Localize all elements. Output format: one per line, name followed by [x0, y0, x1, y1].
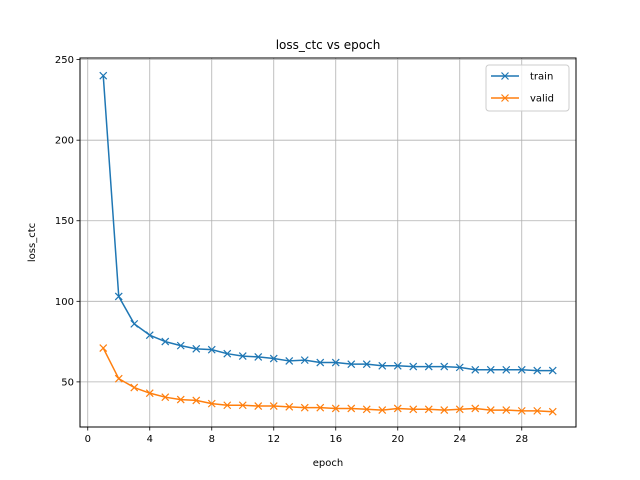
y-axis: 50 100 150 200 250 — [55, 55, 80, 388]
plot-frame — [79, 57, 577, 428]
legend-label: train — [530, 72, 553, 83]
data-point — [533, 406, 542, 415]
data-point — [548, 407, 557, 416]
data-point — [223, 349, 232, 358]
data-point — [176, 341, 185, 350]
y-tick-label: 200 — [55, 136, 74, 147]
data-point — [161, 393, 170, 402]
x-tick-label: 8 — [209, 434, 215, 445]
data-point — [471, 404, 480, 413]
data-point — [424, 362, 433, 371]
data-point — [207, 345, 216, 354]
data-point — [455, 363, 464, 372]
data-point — [300, 403, 309, 412]
data-point — [161, 337, 170, 346]
y-axis-label: loss_ctc — [27, 223, 38, 262]
data-point — [285, 357, 294, 365]
x-axis: 0 4 8 12 16 20 24 28 — [85, 427, 528, 445]
data-point — [316, 403, 325, 412]
x-axis-label: epoch — [313, 458, 343, 469]
y-tick-label: 250 — [55, 55, 74, 66]
y-tick-label: 50 — [61, 377, 74, 388]
data-point — [393, 361, 402, 370]
series-layer — [99, 71, 557, 416]
data-point — [517, 406, 526, 415]
x-tick-label: 20 — [391, 434, 404, 445]
data-point — [316, 358, 325, 367]
data-point — [269, 402, 278, 410]
x-tick-label: 12 — [267, 434, 280, 445]
legend-marker — [501, 94, 509, 102]
data-point — [548, 366, 557, 375]
data-point — [207, 399, 216, 408]
data-point — [223, 401, 232, 410]
data-point — [409, 405, 418, 414]
legend-label: valid — [530, 94, 554, 105]
data-point — [300, 356, 309, 365]
data-point — [192, 396, 201, 405]
data-point — [331, 404, 340, 413]
data-point — [331, 358, 340, 367]
data-point — [254, 402, 263, 410]
data-point — [471, 365, 480, 374]
data-point — [347, 404, 356, 413]
x-tick-label: 4 — [147, 434, 153, 445]
data-point — [440, 362, 449, 371]
data-point — [145, 389, 154, 398]
data-point — [114, 292, 123, 301]
data-point — [533, 366, 542, 375]
series-line-valid — [102, 347, 553, 413]
legend-box — [485, 64, 570, 112]
x-tick-label: 16 — [329, 434, 342, 445]
data-point — [269, 354, 278, 363]
data-point — [486, 406, 495, 415]
data-point — [455, 405, 464, 414]
legend-item-train: train — [491, 72, 553, 83]
data-point — [409, 362, 418, 371]
data-point — [502, 406, 511, 415]
x-tick-label: 28 — [515, 434, 528, 445]
grid — [80, 58, 576, 427]
x-tick-label: 0 — [85, 434, 91, 445]
data-point — [362, 405, 371, 414]
data-point — [424, 405, 433, 414]
series-valid — [99, 344, 557, 416]
data-point — [393, 404, 402, 413]
data-point — [502, 365, 511, 374]
legend-item-valid: valid — [491, 94, 554, 105]
chart-title: loss_ctc vs epoch — [276, 38, 381, 52]
data-point — [130, 319, 139, 328]
data-point — [378, 361, 387, 370]
data-point — [192, 344, 201, 353]
data-point — [99, 71, 108, 80]
data-point — [254, 352, 263, 361]
data-point — [440, 406, 449, 415]
data-point — [378, 406, 387, 415]
data-point — [362, 360, 371, 369]
data-point — [517, 365, 526, 374]
y-tick-label: 150 — [55, 216, 74, 227]
data-point — [130, 383, 139, 392]
data-point — [347, 360, 356, 369]
legend-marker — [501, 72, 509, 80]
data-point — [99, 344, 108, 352]
y-tick-label: 100 — [55, 297, 74, 308]
data-point — [114, 374, 123, 383]
series-line-train — [102, 75, 553, 372]
x-tick-label: 24 — [453, 434, 466, 445]
data-point — [285, 402, 294, 411]
data-point — [238, 401, 247, 410]
data-point — [176, 395, 185, 404]
data-point — [145, 331, 154, 340]
data-point — [238, 352, 247, 361]
legend: train valid — [485, 64, 570, 112]
series-train — [99, 71, 557, 375]
data-point — [486, 365, 495, 374]
